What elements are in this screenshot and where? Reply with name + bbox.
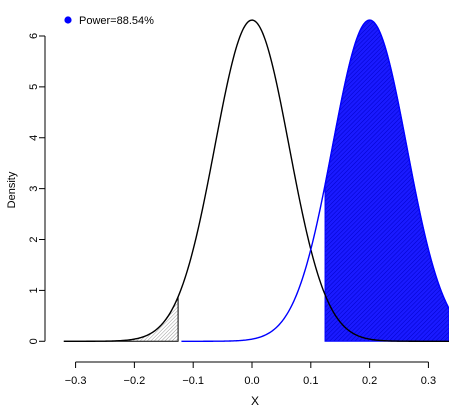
x-axis-label: X bbox=[251, 394, 259, 408]
x-tick-label: 0.1 bbox=[303, 375, 318, 387]
y-tick-label: 6 bbox=[28, 33, 40, 39]
x-tick-label: −0.1 bbox=[182, 375, 204, 387]
legend-label: Power=88.54% bbox=[79, 15, 154, 27]
y-tick-label: 1 bbox=[28, 287, 40, 293]
y-axis: 0 1 2 3 4 5 6 bbox=[28, 33, 46, 344]
x-tick-label: −0.3 bbox=[65, 375, 87, 387]
axes: 0 1 2 3 4 5 6 −0.3 −0.2 −0.1 0.0 0.1 0.2 0.3 bbox=[28, 33, 436, 387]
alternative-distribution-curve bbox=[181, 19, 449, 342]
null-distribution-curve bbox=[63, 19, 449, 342]
y-axis-label: Density bbox=[6, 171, 18, 208]
x-tick-label: 0.0 bbox=[244, 375, 259, 387]
legend: Power=88.54% bbox=[64, 15, 154, 27]
null-tail-shaded-region bbox=[63, 296, 179, 342]
x-tick-label: −0.2 bbox=[124, 375, 146, 387]
y-tick-label: 5 bbox=[28, 84, 40, 90]
y-tick-label: 2 bbox=[28, 236, 40, 242]
y-tick-label: 3 bbox=[28, 186, 40, 192]
power-shaded-region bbox=[324, 19, 449, 342]
legend-marker bbox=[64, 16, 72, 24]
x-tick-label: 0.3 bbox=[421, 375, 436, 387]
y-tick-label: 0 bbox=[28, 338, 40, 344]
x-axis: −0.3 −0.2 −0.1 0.0 0.1 0.2 0.3 bbox=[65, 361, 436, 387]
density-curves bbox=[63, 19, 449, 342]
y-tick-label: 4 bbox=[28, 135, 40, 141]
x-tick-label: 0.2 bbox=[362, 375, 377, 387]
